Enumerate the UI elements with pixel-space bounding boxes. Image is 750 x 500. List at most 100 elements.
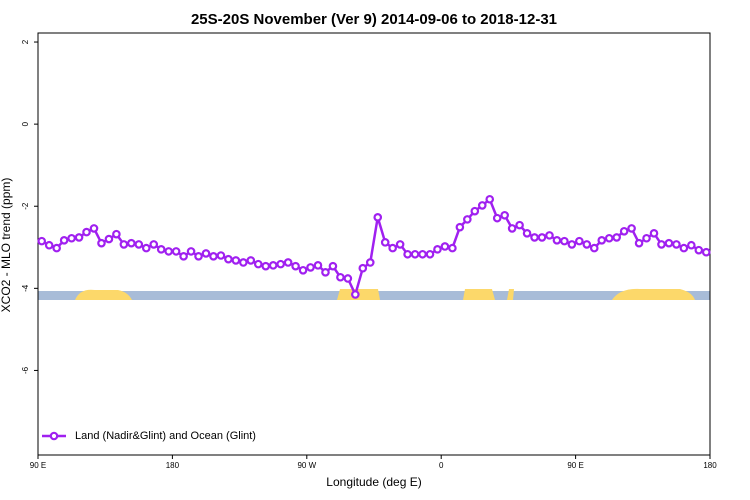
point [268,261,278,270]
land-patch [612,288,695,300]
point [582,240,592,249]
point [634,238,644,248]
point [343,274,353,283]
point [298,265,308,275]
point [313,261,323,270]
point [448,243,457,253]
point [545,231,554,240]
point [291,261,300,271]
point [67,233,76,243]
point [276,259,285,269]
x-tick-label: 180 [166,461,180,470]
x-tick-label: 90 E [30,461,46,470]
point [440,242,450,251]
point [44,240,54,250]
point [82,227,91,237]
point [507,224,517,233]
point [239,258,248,267]
point [112,229,121,239]
point [74,233,84,242]
land-ocean-band [38,288,710,300]
point [552,236,562,245]
legend-label: Land (Nadir&Glint) and Ocean (Glint) [75,430,256,442]
point [149,240,159,249]
point [657,240,666,249]
point [522,229,532,238]
point [171,247,181,256]
point [119,240,129,249]
point [589,243,599,253]
point [104,234,114,244]
point [261,261,271,271]
point [89,224,99,233]
point [679,243,689,253]
point [604,233,614,243]
point [619,226,629,236]
y-axis-label: XCO2 - MLO trend (ppm) [0,178,13,313]
point [224,254,233,264]
point [373,213,383,222]
point [567,240,577,249]
point [306,263,315,272]
point [164,247,173,256]
point [179,252,188,261]
point [403,249,412,259]
point [358,263,368,273]
point [560,236,569,246]
point [283,258,293,267]
land-patch [75,289,132,300]
point [687,240,696,250]
point [365,258,375,267]
point [477,201,487,210]
point [694,245,704,255]
point [37,236,47,246]
point [253,259,263,269]
point [194,252,203,261]
x-tick-label: 90 E [567,461,583,470]
point [530,233,539,242]
point [52,243,61,253]
point [537,233,547,242]
point [597,236,607,245]
point [410,249,420,259]
point [455,222,465,232]
y-tick-label: -4 [21,284,30,292]
point [627,224,636,233]
point [515,220,524,230]
y-tick-label: -2 [21,202,30,210]
y-tick-label: -6 [21,366,30,374]
point [231,256,241,265]
point [186,247,196,256]
point [395,240,405,249]
point [127,238,136,248]
point [664,238,674,248]
point [216,251,226,260]
x-tick-label: 90 W [297,461,316,470]
land-patch [463,289,495,300]
point [59,236,69,245]
point [470,206,480,216]
point [134,240,144,249]
point [418,249,427,259]
point [701,247,711,257]
plot-frame [37,32,711,456]
y-tick-label: 2 [21,39,30,44]
point [97,238,106,248]
x-axis-label: Longitude (deg E) [326,475,421,489]
point [328,261,338,271]
point [388,243,397,253]
point [141,243,151,253]
point [433,245,442,254]
point [156,245,166,254]
point [500,210,509,220]
point [201,249,211,258]
point [492,213,502,223]
point [321,268,330,277]
x-tick-label: 180 [703,461,717,470]
point [380,238,390,247]
point [642,233,651,243]
point [649,229,659,238]
point [485,194,495,204]
point [336,272,345,282]
